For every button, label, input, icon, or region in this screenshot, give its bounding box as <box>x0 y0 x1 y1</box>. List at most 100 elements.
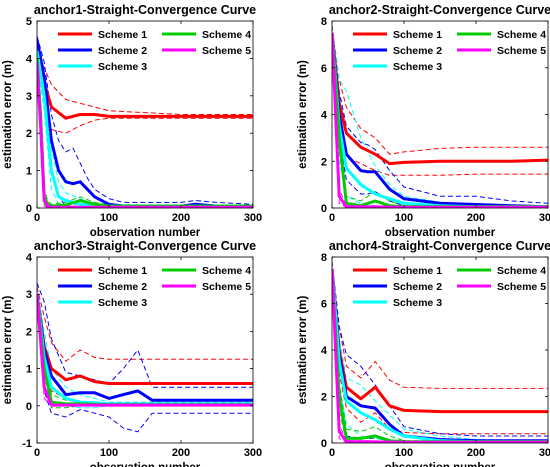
y-tick-label: 4 <box>26 53 33 65</box>
x-tick-label: 100 <box>395 212 413 224</box>
series-scheme-4-upper-bound <box>332 261 548 442</box>
y-tick-label: 5 <box>26 16 32 28</box>
series-scheme-1-line <box>37 57 253 120</box>
y-tick-label: 4 <box>321 345 328 357</box>
series-scheme-2-upper-bound <box>37 35 253 205</box>
series-scheme-3-upper-bound <box>332 25 548 207</box>
y-tick-label: 8 <box>321 16 327 28</box>
chart-title: anchor2-Straight-Convergence Curve <box>329 3 550 17</box>
legend-label-scheme-3: Scheme 3 <box>98 297 147 309</box>
legend-label-scheme-4: Scheme 4 <box>202 29 251 41</box>
y-axis-label: estimation error (m) <box>2 296 14 405</box>
legend-label-scheme-2: Scheme 2 <box>98 281 147 293</box>
x-tick-label: 200 <box>172 212 190 224</box>
legend-label-scheme-1: Scheme 1 <box>98 265 147 277</box>
series-scheme-1-upper-bound <box>332 261 548 389</box>
y-tick-label: 0 <box>26 401 32 413</box>
y-tick-label: 2 <box>321 156 327 168</box>
axes-frame <box>36 20 254 209</box>
chart-panel-2: 0 100 200 300 0 2 4 6 8anchor2-Straight-Converge… <box>297 3 550 239</box>
series-scheme-5-line <box>37 62 253 208</box>
x-tick-label: 100 <box>395 447 413 459</box>
x-axis-label: observation number <box>90 227 201 239</box>
y-tick-label: 6 <box>321 63 327 75</box>
x-axis-label: observation number <box>385 227 496 239</box>
x-tick-label: 100 <box>100 212 118 224</box>
series-group <box>37 282 253 433</box>
series-scheme-2-line <box>37 294 253 402</box>
chart-title: anchor1-Straight-Convergence Curve <box>34 3 256 17</box>
y-tick-label: 2 <box>26 326 32 338</box>
y-axis-label: estimation error (m) <box>297 60 309 169</box>
y-tick-label: 1 <box>26 364 32 376</box>
series-scheme-1-line <box>37 293 253 385</box>
series-scheme-3-upper-bound <box>37 286 253 403</box>
y-tick-label: 2 <box>321 392 327 404</box>
x-tick-label: 300 <box>539 447 550 459</box>
series-scheme-4-upper-bound <box>37 50 253 206</box>
series-scheme-1-upper-bound <box>37 50 253 115</box>
series-group <box>332 261 548 443</box>
y-tick-label: 0 <box>321 438 327 450</box>
x-tick-label: 300 <box>539 212 550 224</box>
legend-label-scheme-5: Scheme 5 <box>497 45 546 57</box>
series-scheme-1-upper-bound <box>37 286 253 362</box>
y-tick-label: 6 <box>321 299 327 311</box>
chart-title: anchor3-Straight-Convergence Curve <box>34 239 256 253</box>
x-tick-label: 0 <box>34 447 40 459</box>
legend-label-scheme-5: Scheme 5 <box>202 281 251 293</box>
chart-panel-3: 0 100 200 300-101234anchor3-Straight-Conver… <box>2 239 262 467</box>
legend-label-scheme-1: Scheme 1 <box>393 29 442 41</box>
x-tick-label: 200 <box>172 447 190 459</box>
series-scheme-1-line <box>332 32 548 166</box>
legend-label-scheme-3: Scheme 3 <box>98 61 147 73</box>
legend: Scheme 1 Scheme 2 Scheme 3 Scheme 4 Scheme 5 <box>347 261 546 311</box>
legend-label-scheme-2: Scheme 2 <box>98 45 147 57</box>
legend-label-scheme-3: Scheme 3 <box>393 61 442 73</box>
chart-panel-1: 0 100 200 300 0 1 2 3 4 5anchor1-Straight-Converg… <box>2 3 262 239</box>
y-tick-label: 4 <box>26 252 33 264</box>
legend-label-scheme-2: Scheme 2 <box>393 281 442 293</box>
legend-label-scheme-4: Scheme 4 <box>497 29 546 41</box>
chart-title: anchor4-Straight-Convergence Curve <box>329 239 550 253</box>
series-group <box>37 35 253 208</box>
y-tick-label: 4 <box>321 110 328 122</box>
series-scheme-2-line <box>332 32 548 208</box>
y-axis-label: estimation error (m) <box>2 60 14 169</box>
legend: Scheme 1 Scheme 2 Scheme 3 Scheme 4 Scheme 5 <box>52 261 251 311</box>
series-scheme-3-upper-bound <box>332 261 548 442</box>
y-tick-label: 0 <box>321 203 327 215</box>
series-scheme-2-lower-bound <box>37 305 253 433</box>
legend-label-scheme-5: Scheme 5 <box>497 281 546 293</box>
x-tick-label: 300 <box>244 212 262 224</box>
y-tick-label: 3 <box>26 289 32 301</box>
legend-label-scheme-1: Scheme 1 <box>98 29 147 41</box>
y-tick-label: 8 <box>321 252 327 264</box>
legend-label-scheme-5: Scheme 5 <box>202 45 251 57</box>
series-scheme-1-upper-bound <box>332 25 548 155</box>
x-tick-label: 0 <box>329 212 335 224</box>
y-axis-label: estimation error (m) <box>297 296 309 405</box>
legend-label-scheme-4: Scheme 4 <box>202 265 251 277</box>
x-tick-label: 300 <box>244 447 262 459</box>
legend: Scheme 1 Scheme 2 Scheme 3 Scheme 4 Scheme 5 <box>52 25 251 75</box>
y-tick-label: 3 <box>26 91 32 103</box>
legend-label-scheme-2: Scheme 2 <box>393 45 442 57</box>
y-tick-label: -1 <box>22 438 32 450</box>
legend: Scheme 1 Scheme 2 Scheme 3 Scheme 4 Scheme 5 <box>347 25 546 75</box>
y-tick-label: 2 <box>26 128 32 140</box>
x-tick-label: 100 <box>100 447 118 459</box>
y-tick-label: 0 <box>26 203 32 215</box>
legend-label-scheme-4: Scheme 4 <box>497 265 546 277</box>
y-tick-label: 1 <box>26 166 32 178</box>
x-tick-label: 0 <box>329 447 335 459</box>
series-scheme-1-lower-bound <box>37 65 253 134</box>
legend-label-scheme-3: Scheme 3 <box>393 297 442 309</box>
x-tick-label: 200 <box>467 212 485 224</box>
axes-frame <box>36 256 254 444</box>
chart-panel-4: 0 100 200 300 0 2 4 6 8anchor4-Straight-Converge… <box>297 239 550 467</box>
x-tick-label: 200 <box>467 447 485 459</box>
x-tick-label: 0 <box>34 212 40 224</box>
series-scheme-5-line <box>37 294 253 407</box>
